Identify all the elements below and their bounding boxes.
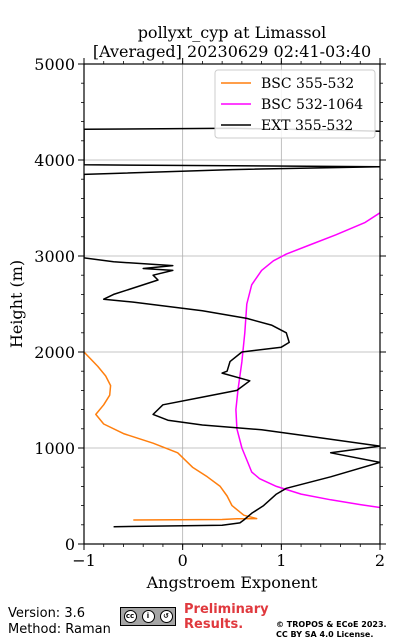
series-line-3 [84,127,380,528]
y-tick-label: 1000 [34,439,75,458]
license-text: © TROPOS & ECoE 2023. CC BY SA 4.0 Licen… [276,620,387,640]
y-tick-label: 3000 [34,247,75,266]
y-tick-label: 0 [65,535,75,554]
plot-frame [83,63,381,545]
chart-subtitle: [Averaged] 20230629 02:41-03:40 [93,42,371,61]
x-tick-label: 0 [178,551,188,570]
y-tick-label: 4000 [34,151,75,170]
x-tick-label: −1 [72,551,96,570]
legend-label: BSC 355-532 [261,76,354,92]
legend-label: EXT 355-532 [261,118,353,134]
by-icon: i [141,610,155,623]
y-tick-label: 5000 [34,55,75,74]
cc-license-badge: cc i ↺ [120,607,176,626]
series-line-1 [84,351,258,521]
preliminary-notice: Preliminary Results. [184,602,269,632]
version-text: Version: 3.6 [8,606,85,621]
method-text: Method: Raman [8,622,111,637]
x-tick-label: 2 [375,551,385,570]
preliminary-line2: Results. [184,617,244,632]
y-axis-label: Height (m) [7,260,26,348]
sa-icon: ↺ [159,610,173,623]
license-line1: © TROPOS & ECoE 2023. [276,620,387,629]
chart: pollyxt_cyp at Limassol [Averaged] 20230… [7,23,386,592]
series-line-2 [235,212,380,509]
legend-box [214,69,376,139]
y-tick-label: 2000 [34,343,75,362]
preliminary-line1: Preliminary [184,602,269,617]
legend: BSC 355-532 BSC 532-1064 EXT 355-532 [214,69,376,139]
x-tick-label: 1 [276,551,286,570]
license-line2: CC BY SA 4.0 License. [276,630,374,639]
legend-label: BSC 532-1064 [261,97,363,113]
x-axis-label: Angstroem Exponent [146,573,318,592]
chart-title: pollyxt_cyp at Limassol [138,23,327,42]
footer-info: Version: 3.6 Method: Raman [8,606,111,638]
plot-lines [84,127,380,528]
cc-icon: cc [123,610,137,623]
